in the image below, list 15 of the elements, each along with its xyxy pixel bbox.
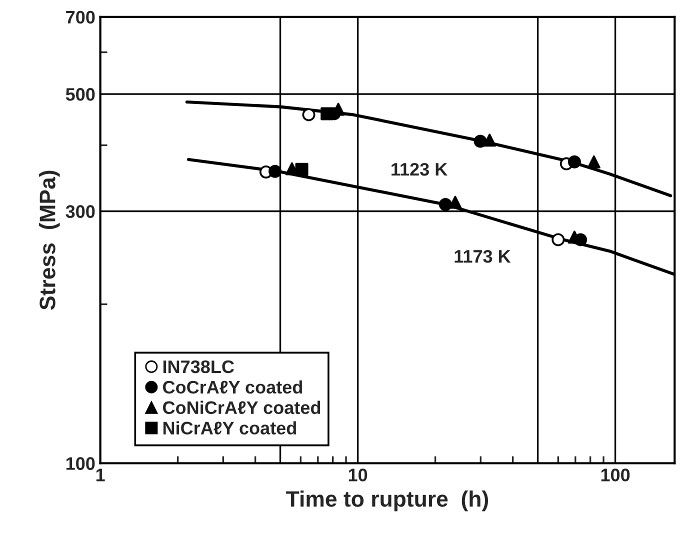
y-tick-label: 700 (66, 10, 95, 24)
annotation: 1173 K (454, 250, 511, 263)
legend-label: IN738LC (163, 360, 234, 374)
y-axis-title: Stress (MPa) (39, 170, 60, 310)
legend-label: CoCrAℓY coated (163, 380, 302, 394)
x-tick-label: 1 (96, 468, 105, 482)
x-tick-label: 10 (348, 468, 368, 482)
legend-label: CoNiCrAℓY coated (163, 400, 320, 414)
y-tick-label: 100 (66, 457, 95, 470)
annotation: 1123 K (392, 162, 448, 176)
y-tick-label: 500 (66, 88, 95, 101)
legend-label: NiCrAℓY coated (163, 421, 296, 435)
x-axis-title: Time to rupture (h) (286, 490, 488, 512)
x-tick-label: 100 (601, 468, 630, 482)
y-tick-label: 300 (66, 205, 95, 218)
